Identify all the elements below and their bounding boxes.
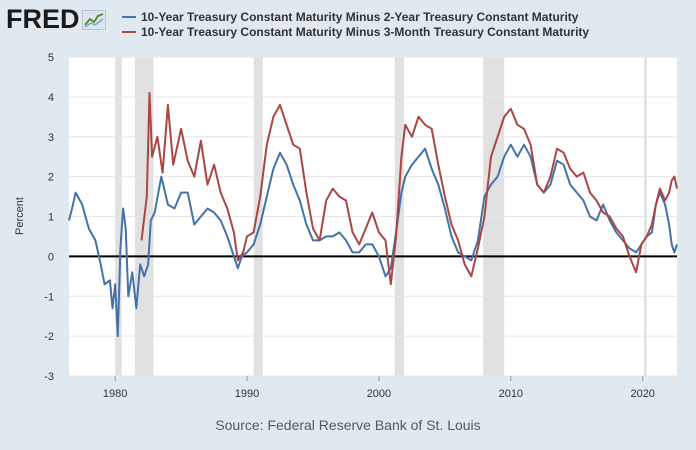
y-tick-label: 3	[48, 132, 54, 144]
y-axis-label: Percent	[14, 197, 26, 235]
series-lines	[68, 91, 678, 338]
legend-item-10y-2y[interactable]: 10-Year Treasury Constant Maturity Minus…	[122, 9, 589, 24]
fred-chart-icon	[81, 9, 106, 30]
y-tick-label: 5	[48, 52, 54, 64]
fred-logo-text: FRED	[6, 4, 80, 34]
series-line-10y-2y[interactable]	[68, 143, 678, 338]
y-tick-labels: -3 -2 -1 0 1 2 3 4 5	[44, 52, 54, 383]
fred-logo[interactable]: FRED	[6, 6, 106, 33]
source-note: Source: Federal Reserve Bank of St. Loui…	[215, 417, 481, 433]
y-tick-label: 1	[48, 212, 54, 224]
y-tick-label: 2	[48, 172, 54, 184]
legend-item-10y-3m[interactable]: 10-Year Treasury Constant Maturity Minus…	[122, 24, 589, 39]
x-tick-label: 2000	[367, 388, 391, 400]
legend-label-10y-3m: 10-Year Treasury Constant Maturity Minus…	[141, 24, 590, 39]
y-tick-label: 4	[48, 92, 54, 104]
chart-header: FRED 10-Year Treasury Constant Maturity …	[0, 0, 696, 50]
legend-swatch-10y-3m	[122, 30, 136, 33]
series-line-10y-3m[interactable]	[140, 91, 678, 286]
y-tick-label: -3	[44, 371, 54, 383]
x-tick-label: 2020	[630, 388, 654, 400]
x-tick-labels: 1980 1990 2000 2010 2020	[103, 376, 655, 400]
gridlines	[69, 56, 677, 377]
x-tick-label: 2010	[499, 388, 523, 400]
y-tick-label: -1	[44, 291, 54, 303]
y-tick-label: 0	[48, 251, 54, 263]
legend-swatch-10y-2y	[122, 15, 136, 18]
legend-label-10y-2y: 10-Year Treasury Constant Maturity Minus…	[141, 9, 579, 24]
x-tick-label: 1980	[103, 388, 127, 400]
x-tick-label: 1990	[235, 388, 259, 400]
chart-legend: 10-Year Treasury Constant Maturity Minus…	[122, 9, 589, 39]
y-tick-label: -2	[44, 331, 54, 343]
